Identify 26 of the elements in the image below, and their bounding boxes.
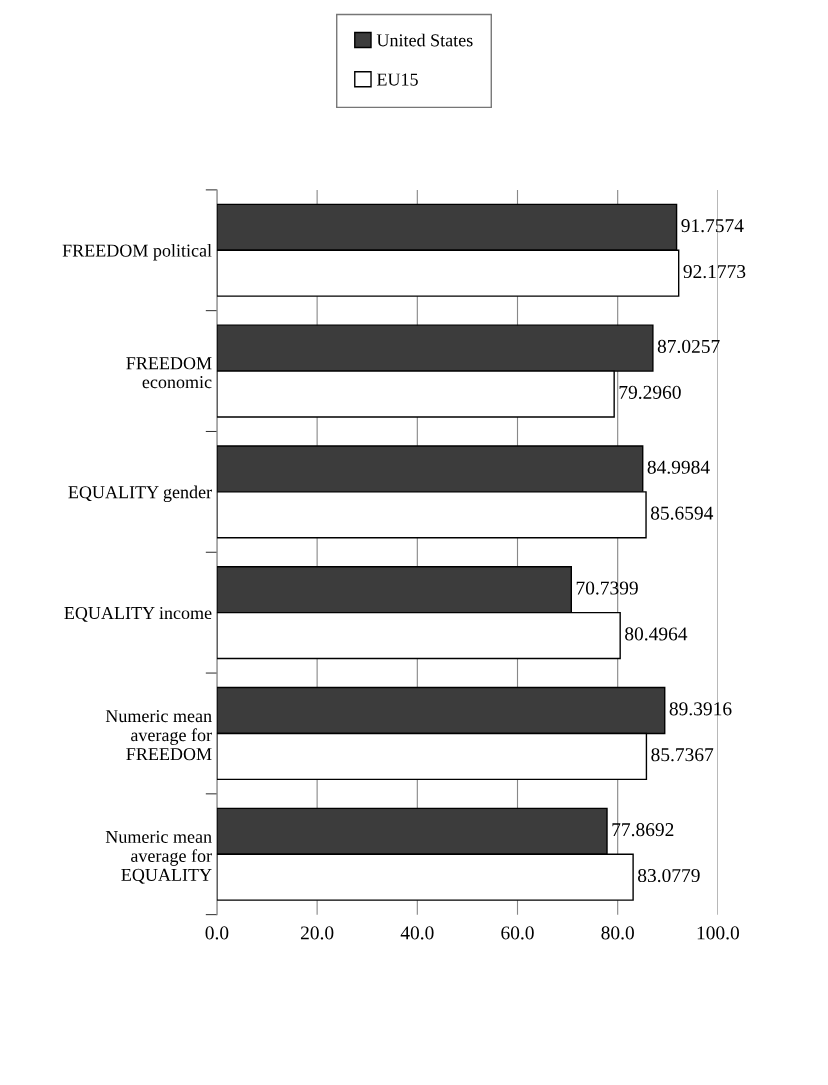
y-tick-label: EQUALITY gender xyxy=(68,485,212,503)
x-tick-label: 20.0 xyxy=(300,926,334,940)
data-label: 83.0779 xyxy=(638,868,700,883)
data-label: 85.7367 xyxy=(651,748,714,762)
x-tick-label: 0.0 xyxy=(205,926,229,940)
data-label: 77.8692 xyxy=(612,823,674,837)
data-label: 87.0257 xyxy=(657,339,720,354)
data-label: 70.7399 xyxy=(576,581,638,595)
x-tick-label: 60.0 xyxy=(501,926,534,940)
data-label: 89.3916 xyxy=(669,702,732,716)
data-label: 91.7574 xyxy=(681,219,744,233)
y-tick-label: Numeric mean average for FREEDOM xyxy=(105,710,212,761)
x-tick-label: 80.0 xyxy=(601,926,634,940)
data-label: 92.1773 xyxy=(683,265,746,279)
data-label: 85.6594 xyxy=(650,506,714,520)
data-label: 79.2960 xyxy=(619,385,681,399)
data-label: 84.9984 xyxy=(647,460,710,474)
x-tick-label: 40.0 xyxy=(400,926,434,940)
x-tick-label: 100.0 xyxy=(697,926,740,940)
legend-label: EU15 xyxy=(376,73,418,86)
data-label: 80.4964 xyxy=(625,627,688,641)
y-tick-label: FREEDOM political xyxy=(62,244,212,261)
y-tick-label: EQUALITY income xyxy=(64,606,212,622)
y-tick-label: Numeric mean average for EQUALITY xyxy=(105,830,212,884)
y-tick-label: FREEDOM economic xyxy=(126,357,212,389)
legend-label: United States xyxy=(376,33,473,47)
